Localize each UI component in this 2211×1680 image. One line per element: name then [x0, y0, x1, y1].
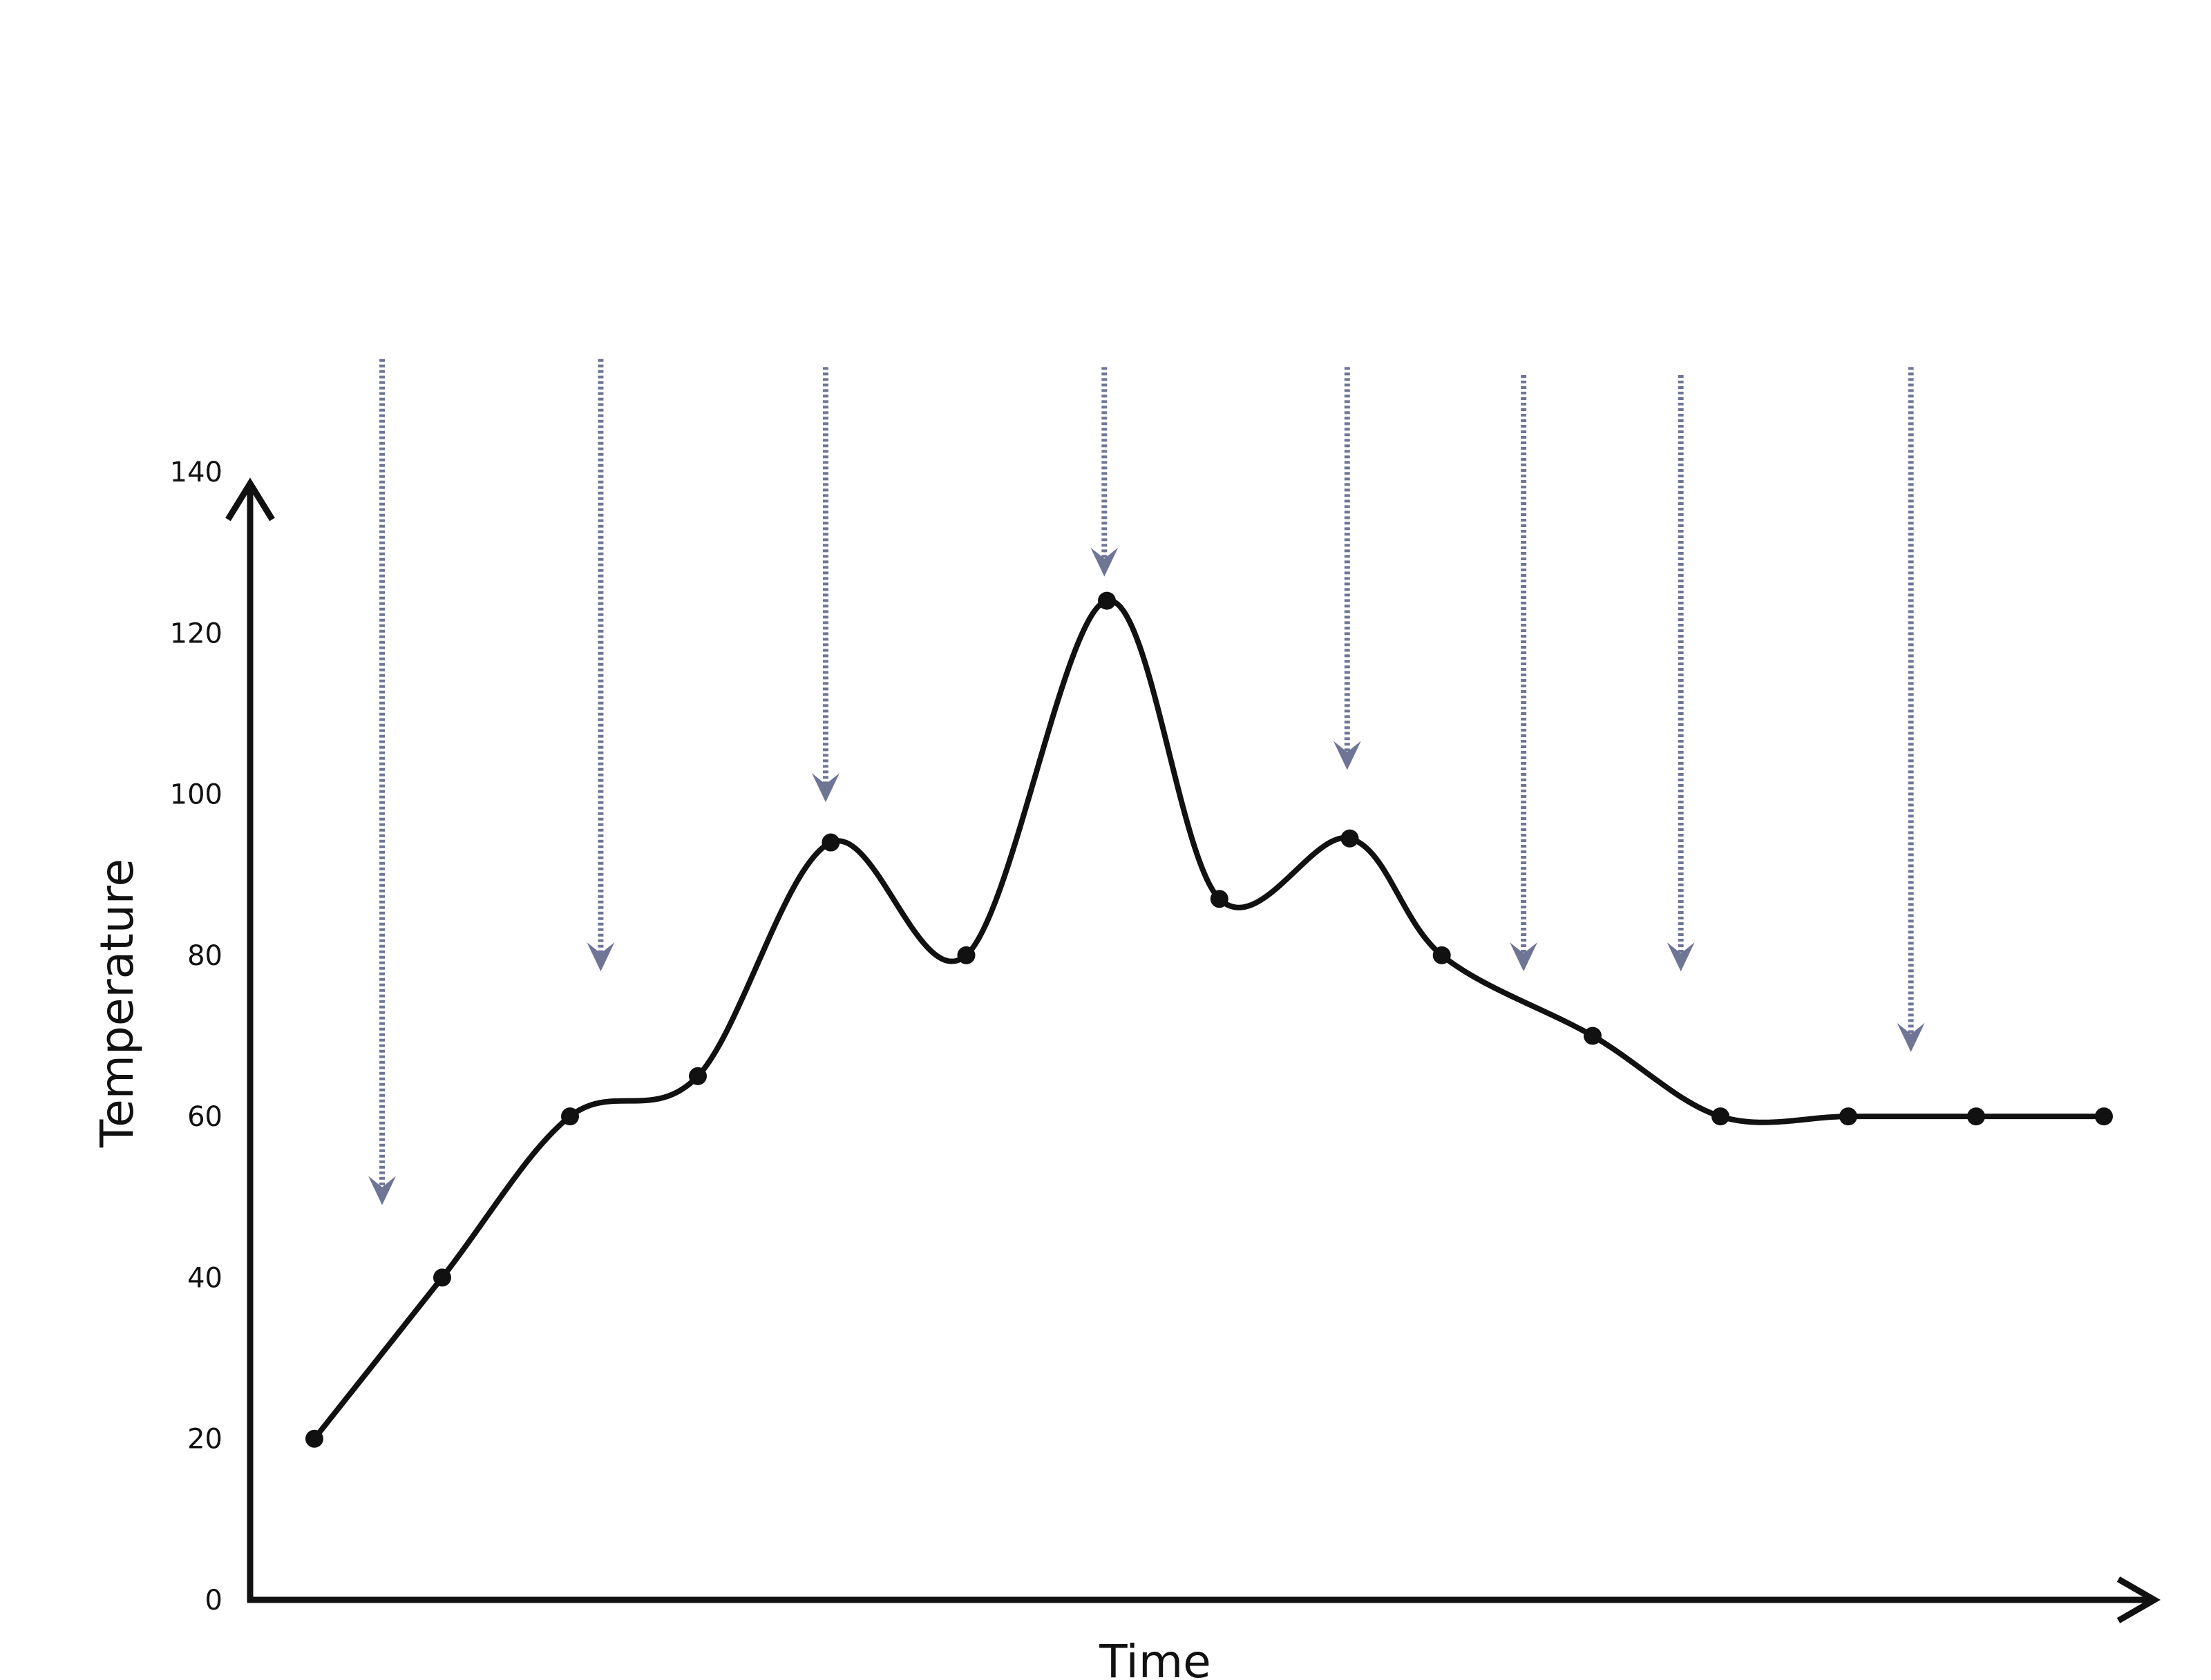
arrows-layer: [368, 359, 1925, 1205]
data-points: [305, 591, 2113, 1448]
down-arrow-1: [587, 359, 615, 972]
data-point-13: [1967, 1107, 1985, 1126]
down-arrow-5: [1510, 375, 1538, 972]
down-arrow-head-7: [1897, 1022, 1925, 1052]
down-arrow-2: [812, 367, 839, 803]
data-point-8: [1340, 829, 1359, 848]
data-point-10: [1584, 1027, 1602, 1045]
data-point-1: [433, 1268, 451, 1287]
y-tick-label-2: 40: [187, 1262, 222, 1294]
y-tick-label-5: 100: [170, 779, 222, 811]
y-tick-label-6: 120: [170, 618, 222, 649]
data-point-12: [1839, 1107, 1857, 1126]
data-point-3: [689, 1067, 707, 1085]
data-point-14: [2095, 1107, 2113, 1126]
down-arrow-0: [368, 359, 397, 1205]
down-arrow-3: [1090, 367, 1119, 577]
series-layer: [312, 598, 2107, 1442]
down-arrow-head-5: [1510, 942, 1538, 972]
y-axis-arrowhead: [225, 477, 275, 522]
y-tick-label-1: 20: [187, 1424, 222, 1455]
down-arrow-head-1: [587, 942, 615, 972]
y-tick-label-4: 80: [187, 940, 222, 972]
data-point-0: [305, 1429, 323, 1448]
data-point-5: [957, 946, 976, 964]
y-axis-title: Temperature: [91, 859, 144, 1148]
down-arrow-head-4: [1333, 741, 1361, 770]
down-arrow-head-0: [368, 1176, 397, 1205]
axes: [225, 477, 2161, 1623]
data-point-6: [1098, 591, 1116, 610]
x-axis-title: Time: [1099, 1635, 1211, 1680]
y-tick-labels: 0 20 40 60 80 100 120 140: [170, 457, 222, 1616]
x-axis-arrowhead: [2116, 1576, 2161, 1623]
down-arrow-7: [1897, 367, 1925, 1052]
data-point-2: [561, 1107, 579, 1126]
y-tick-label-0: 0: [205, 1585, 222, 1616]
down-arrow-head-2: [812, 773, 839, 803]
y-tick-label-3: 60: [187, 1101, 222, 1133]
down-arrow-6: [1667, 375, 1695, 972]
temperature-line: [312, 598, 2107, 1442]
data-point-11: [1711, 1107, 1729, 1126]
down-arrow-4: [1333, 367, 1361, 770]
down-arrow-head-3: [1090, 547, 1119, 577]
y-tick-label-7: 140: [170, 457, 222, 488]
down-arrow-head-6: [1667, 942, 1695, 972]
data-point-4: [822, 833, 840, 852]
data-point-7: [1210, 890, 1228, 908]
data-point-9: [1432, 946, 1451, 964]
